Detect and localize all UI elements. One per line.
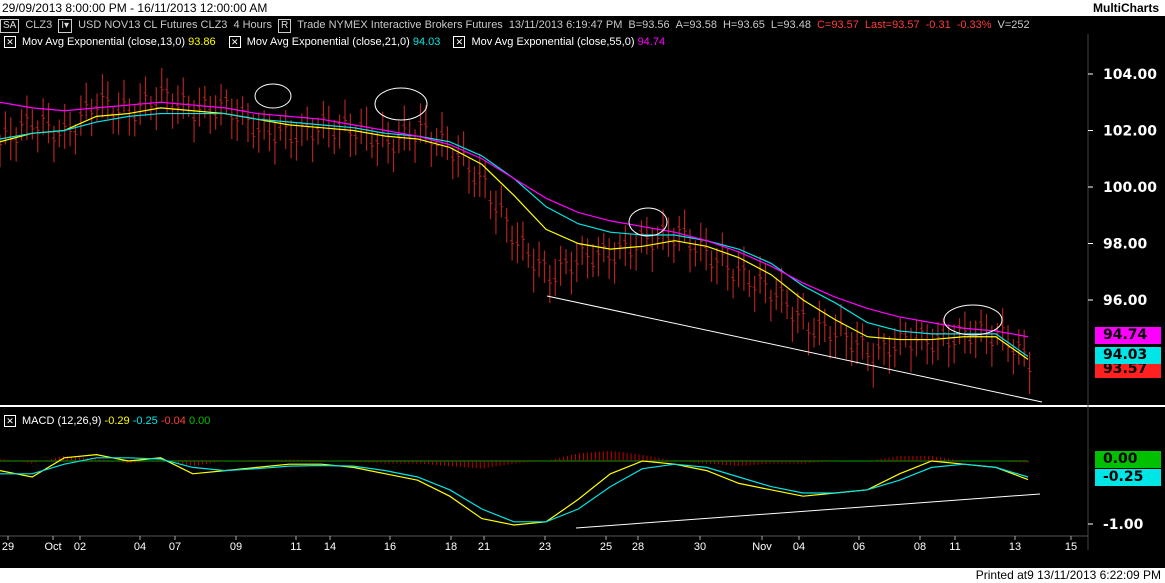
trend-line xyxy=(546,295,1043,403)
date-range: 29/09/2013 8:00:00 PM - 16/11/2013 12:00… xyxy=(2,1,268,15)
time-tick-label: 21 xyxy=(478,541,490,553)
app-name: MultiCharts xyxy=(1093,1,1159,15)
time-tick-label: 06 xyxy=(853,541,865,553)
time-tick-label: 08 xyxy=(914,541,926,553)
mode-selector[interactable]: SA xyxy=(0,19,20,33)
footer: Printed at9 13/11/2013 6:22:09 PM xyxy=(0,568,1165,583)
symbol-info-bar: SA CLZ3 I▾ USD NOV13 CL Futures CLZ3 4 Hours… xyxy=(0,17,1165,33)
time-tick-label: Nov xyxy=(752,541,772,553)
interval: 4 Hours xyxy=(233,19,272,31)
close-icon[interactable]: ✕ xyxy=(4,415,16,428)
time-tick-label: 11 xyxy=(290,541,301,553)
signal-line xyxy=(0,457,1029,523)
print-stamp: Printed at9 13/11/2013 6:22:09 PM xyxy=(975,568,1161,582)
price-tick-label: 96.00 xyxy=(1103,293,1148,309)
price-bars xyxy=(0,67,1032,395)
close-icon[interactable]: ✕ xyxy=(4,36,16,49)
r-box[interactable]: R xyxy=(277,19,292,33)
macd-tick-label: -1.00 xyxy=(1103,517,1144,533)
ema-line-2 xyxy=(0,112,1029,357)
price-axis: 104.00 102.00 100.00 98.00 96.00 xyxy=(1088,67,1157,309)
macd-signal-badge: -0.25 xyxy=(1095,469,1161,486)
ask: A=93.58 xyxy=(675,19,717,31)
time-tick-label: Oct xyxy=(44,541,61,553)
ema55-price-badge: 94.74 xyxy=(1095,327,1161,344)
time-tick-label: 16 xyxy=(384,541,396,553)
time-tick-label: 29 xyxy=(2,541,14,553)
time-tick-label: 02 xyxy=(74,541,86,553)
time-tick-label: 04 xyxy=(134,541,146,553)
symbol: CLZ3 xyxy=(25,19,53,31)
time-tick-label: 28 xyxy=(632,541,644,553)
time-tick-label: 13 xyxy=(1009,541,1021,553)
last-price-badge: 93.57 xyxy=(1095,361,1161,378)
macd-zero-badge: 0.00 xyxy=(1095,451,1161,468)
macd-legend[interactable]: ✕ MACD (12,26,9) -0.29 -0.25 -0.04 0.00 xyxy=(4,413,210,429)
bid: B=93.56 xyxy=(628,19,670,31)
ema21-price-badge: 94.03 xyxy=(1095,347,1161,364)
time-tick-label: 30 xyxy=(694,541,706,553)
ema-line-1 xyxy=(0,107,1029,360)
indicator-legend: ✕ Mov Avg Exponential (close,13,0) 93.86 … xyxy=(4,34,675,50)
time-tick-label: 23 xyxy=(539,541,551,553)
indicator-ema55[interactable]: ✕ Mov Avg Exponential (close,55,0) 94.74 xyxy=(453,36,665,49)
time-tick-label: 14 xyxy=(324,541,336,553)
time-tick-label: 11 xyxy=(949,541,960,553)
price-tick-label: 102.00 xyxy=(1103,124,1157,140)
time-tick-label: 04 xyxy=(793,541,805,553)
last: Last=93.57 xyxy=(864,19,920,31)
annotation-ellipse xyxy=(628,207,668,237)
time-tick-label: 18 xyxy=(445,541,457,553)
quote-time: 13/11/2013 6:19:47 PM xyxy=(508,19,623,31)
price-tick-label: 100.00 xyxy=(1103,180,1157,196)
macd-line xyxy=(0,453,1029,526)
change: -0.31 xyxy=(925,19,951,31)
close: C=93.57 xyxy=(816,19,859,31)
symbol-description: USD NOV13 CL Futures CLZ3 xyxy=(78,19,228,31)
macd-trend-line xyxy=(575,493,1041,529)
time-tick-label: 25 xyxy=(600,541,612,553)
macd-histogram xyxy=(0,450,1029,469)
low: L=93.48 xyxy=(770,19,811,31)
indicator-ema21[interactable]: ✕ Mov Avg Exponential (close,21,0) 94.03 xyxy=(228,36,440,49)
annotation-ellipse xyxy=(254,83,292,109)
ema-line-3 xyxy=(0,101,1029,338)
close-icon[interactable]: ✕ xyxy=(228,36,241,49)
title-bar: 29/09/2013 8:00:00 PM - 16/11/2013 12:00… xyxy=(0,0,1165,16)
time-tick-label: 15 xyxy=(1065,541,1077,553)
annotation-ellipse xyxy=(943,304,1003,336)
time-tick-label: 07 xyxy=(169,541,181,553)
close-icon[interactable]: ✕ xyxy=(453,36,466,49)
data-source: Trade NYMEX Interactive Brokers Futures xyxy=(297,19,503,31)
time-tick-label: 09 xyxy=(230,541,242,553)
price-tick-label: 98.00 xyxy=(1103,237,1148,253)
volume: V=252 xyxy=(997,19,1030,31)
time-axis: 29 Oct 02 04 07 09 11 14 16 18 21 23 25 28 30 Nov 04 06 08… xyxy=(2,536,1077,553)
indicator-ema13[interactable]: ✕ Mov Avg Exponential (close,13,0) 93.86 xyxy=(4,36,216,49)
high: H=93.65 xyxy=(722,19,765,31)
annotation-ellipse xyxy=(374,87,428,121)
symbol-menu-icon[interactable]: I▾ xyxy=(58,19,73,33)
change-pct: -0.33% xyxy=(956,19,992,31)
price-tick-label: 104.00 xyxy=(1103,67,1157,83)
